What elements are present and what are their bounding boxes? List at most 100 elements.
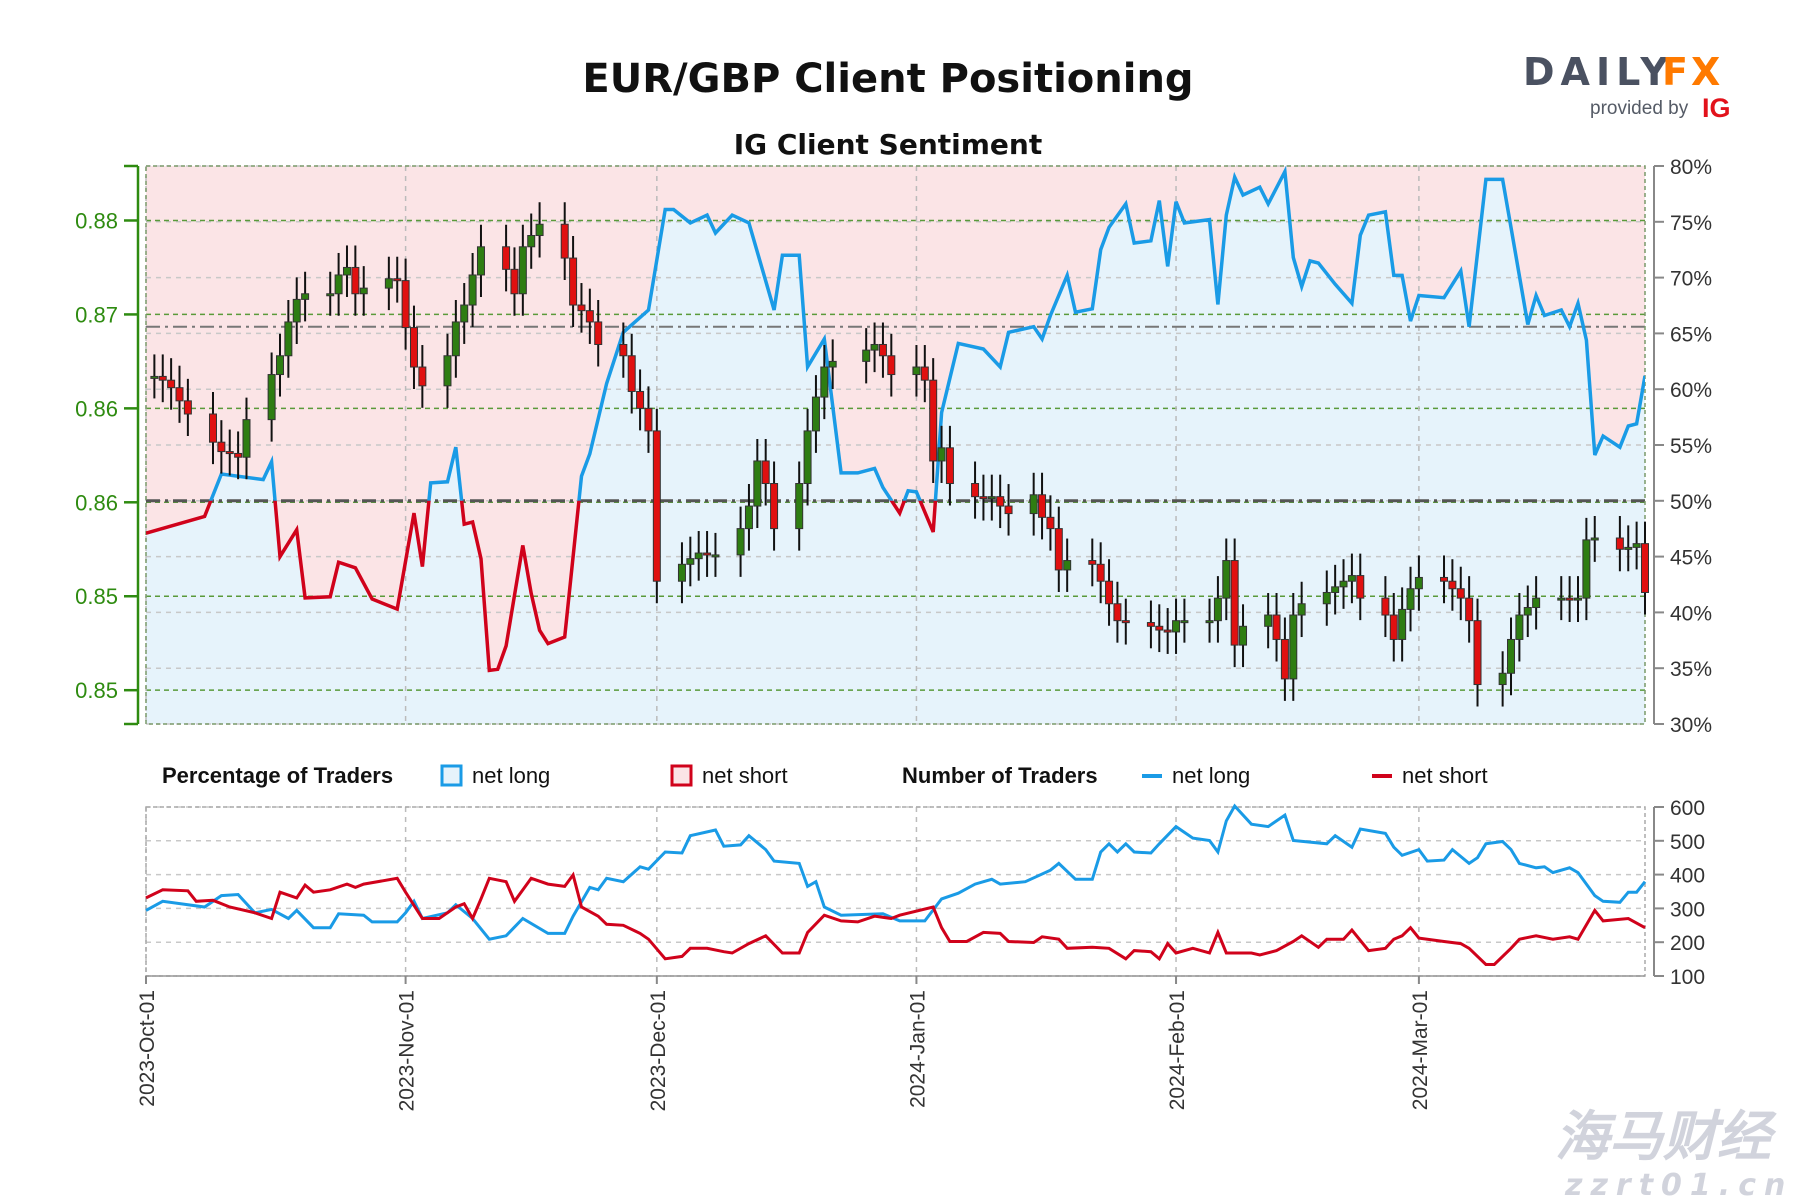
- price-tick-label: 0.87: [75, 302, 118, 327]
- candle-bullish: [828, 360, 837, 368]
- legend-num-title: Number of Traders: [902, 763, 1098, 788]
- price-tick-label: 0.86: [75, 396, 118, 421]
- candle-bullish: [1331, 586, 1340, 593]
- legend-pct-short-swatch: [670, 764, 693, 787]
- candle-bullish: [326, 293, 335, 297]
- candle-bullish: [987, 496, 996, 500]
- candle-bullish: [1398, 608, 1407, 640]
- legend: Percentage of Traders net long net short…: [162, 763, 1488, 788]
- date-tick-label: 2024-Feb-01: [1166, 990, 1189, 1110]
- candle-bullish: [443, 355, 452, 387]
- candle-bearish: [1046, 516, 1055, 530]
- candle-bullish: [1574, 597, 1583, 601]
- legend-num-short: net short: [1402, 763, 1488, 788]
- candle-bearish: [1465, 597, 1474, 622]
- logo-brand-left: DAILY: [1523, 50, 1674, 94]
- candle-bullish: [1029, 494, 1038, 515]
- candle-bullish: [1582, 539, 1591, 599]
- watermark: 海马财经 zzrt01.cn: [1555, 1105, 1793, 1200]
- candle-bearish: [619, 343, 628, 357]
- count-tick-label: 600: [1670, 797, 1705, 820]
- candle-bullish: [527, 235, 536, 248]
- candle-bullish: [468, 274, 477, 306]
- pct-net-short-line: [146, 500, 938, 673]
- date-tick-label: 2023-Oct-01: [136, 990, 159, 1107]
- candle-bullish: [1172, 620, 1181, 633]
- candle-bullish: [292, 298, 301, 323]
- candle-bullish: [753, 460, 762, 507]
- date-tick-label: 2024-Mar-01: [1409, 990, 1432, 1110]
- pct-tick-label: 55%: [1670, 435, 1712, 458]
- trader-count-panel: 600 500 400 300 200 100 2023-Oct-01 2023-Nov-01…: [136, 797, 1705, 1111]
- candle-bullish: [1264, 614, 1273, 627]
- candle-bullish: [518, 246, 527, 295]
- candle-bearish: [1054, 528, 1063, 571]
- candle-bearish: [1456, 588, 1465, 599]
- candle-bearish: [1038, 494, 1047, 518]
- candle-bearish: [761, 460, 770, 485]
- candle-bearish: [703, 552, 712, 556]
- plot-border: [145, 165, 1646, 725]
- candle-bearish: [217, 441, 226, 453]
- candle-bullish: [460, 304, 469, 323]
- candle-bullish: [820, 366, 829, 398]
- legend-pct-title: Percentage of Traders: [162, 763, 393, 788]
- candle-bearish: [585, 310, 594, 323]
- candle-bullish: [937, 447, 946, 462]
- pct-tick-label: 80%: [1670, 156, 1712, 179]
- candle-bearish: [1448, 580, 1457, 590]
- candle-bullish: [744, 505, 753, 530]
- candle-bearish: [401, 280, 410, 329]
- candle-bullish: [1414, 576, 1423, 590]
- date-tick-label: 2023-Nov-01: [396, 990, 419, 1111]
- candle-bearish: [1121, 620, 1130, 624]
- pct-tick-label: 65%: [1670, 323, 1712, 346]
- candle-bearish: [1004, 505, 1013, 515]
- candle-bearish: [1440, 576, 1449, 582]
- pct-tick-label: 60%: [1670, 379, 1712, 402]
- candle-bullish: [342, 266, 351, 276]
- candle-bullish: [275, 355, 284, 376]
- sentiment-price-panel: 0.88 0.87 0.86 0.86 0.85 0.85 80% 75% 70% 65% 60% 5…: [75, 156, 1712, 737]
- pct-tick-label: 35%: [1670, 658, 1712, 681]
- candle-bearish: [234, 452, 243, 458]
- candle-bullish: [242, 419, 251, 458]
- candle-bullish: [862, 349, 871, 362]
- count-tick-label: 200: [1670, 932, 1705, 955]
- candle-bullish: [1590, 537, 1599, 541]
- candle-bullish: [711, 554, 720, 558]
- watermark-line1: 海马财经: [1555, 1105, 1777, 1168]
- net-long-area: [146, 171, 1645, 725]
- candle-bullish: [1205, 620, 1214, 624]
- pct-tick-label: 50%: [1670, 491, 1712, 514]
- candle-bullish: [301, 293, 310, 300]
- candle-bearish: [878, 343, 887, 357]
- candle-bullish: [1532, 597, 1541, 609]
- candle-bearish: [1565, 597, 1574, 601]
- candle-bullish: [1297, 603, 1306, 616]
- candle-bullish: [1180, 620, 1189, 624]
- candle-bearish: [1389, 614, 1398, 640]
- candle-bullish: [795, 483, 804, 530]
- legend-pct-short: net short: [702, 763, 788, 788]
- count-tick-label: 100: [1670, 966, 1705, 989]
- date-tick-label: 2024-Jan-01: [906, 990, 929, 1108]
- pct-tick-label: 70%: [1670, 268, 1712, 291]
- candle-bullish: [1239, 625, 1248, 646]
- candle-bearish: [887, 355, 896, 376]
- date-tick-label: 2023-Dec-01: [647, 990, 670, 1111]
- candle-bullish: [686, 558, 695, 565]
- lower-plot-border: [145, 806, 1646, 977]
- pct-net-long-line: [208, 166, 1645, 501]
- candle-bearish: [1641, 543, 1649, 593]
- candle-bearish: [225, 451, 234, 455]
- price-tick-label: 0.86: [75, 490, 118, 515]
- watermark-line2: zzrt01.cn: [1564, 1168, 1793, 1200]
- candle-bearish: [560, 223, 569, 259]
- candle-bearish: [770, 483, 779, 530]
- candle-bearish: [1230, 560, 1239, 646]
- candle-bullish: [150, 375, 159, 379]
- logo-provided-by: provided by: [1590, 98, 1689, 119]
- candle-bearish: [945, 447, 954, 485]
